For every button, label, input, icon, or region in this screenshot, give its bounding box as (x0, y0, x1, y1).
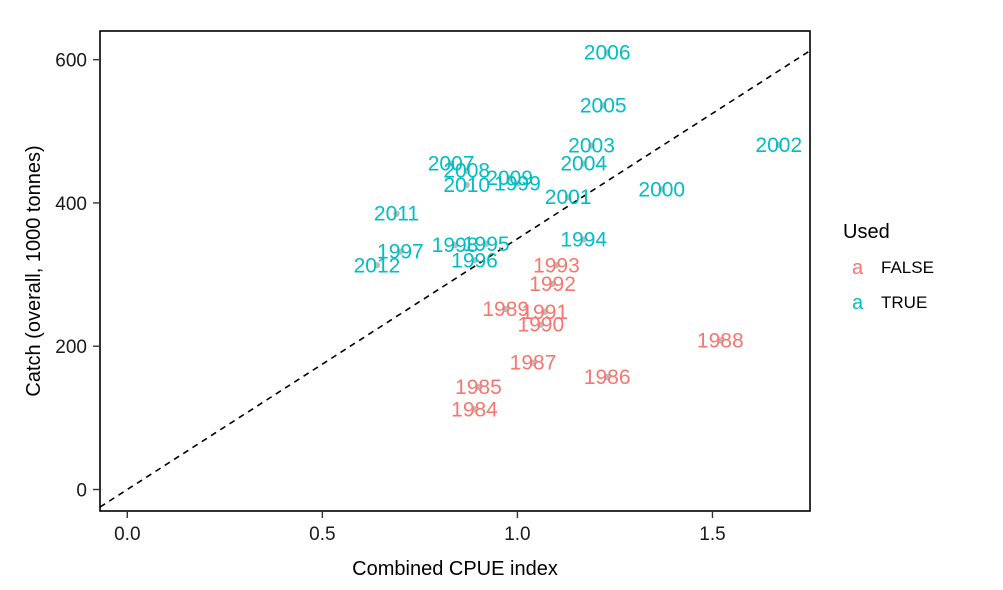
point-label: 1996 (451, 249, 498, 272)
data-point (603, 373, 611, 381)
point-label: 1998 (432, 234, 479, 257)
point-label: 2001 (545, 186, 592, 209)
point-label: 1990 (517, 314, 564, 337)
data-point (463, 167, 470, 174)
data-point (588, 142, 595, 149)
data-point (373, 262, 381, 269)
data-point (603, 49, 611, 56)
data-point (600, 102, 607, 109)
point-label: 2012 (354, 254, 401, 277)
data-point (475, 383, 482, 391)
data-point (471, 406, 478, 413)
point-label: 2004 (560, 153, 607, 176)
data-point (564, 194, 572, 201)
point-label: 1999 (494, 173, 541, 196)
data-point (541, 308, 548, 316)
legend-label: FALSE (881, 258, 934, 277)
point-label: 1986 (584, 366, 631, 389)
point-label: 1993 (533, 254, 580, 277)
data-point (483, 240, 490, 247)
data-point (471, 257, 478, 264)
point-label: 2011 (374, 203, 419, 226)
data-point (775, 141, 782, 149)
point-label: 2007 (428, 153, 475, 176)
x-tick-label: 0.5 (309, 524, 335, 545)
x-tick-label: 0.0 (114, 524, 140, 545)
point-label: 2006 (584, 41, 631, 64)
data-point (553, 262, 560, 269)
point-label: 1989 (482, 298, 529, 321)
data-point (506, 174, 513, 182)
plot-panel (99, 30, 811, 512)
data-point (447, 160, 455, 167)
data-point (463, 181, 470, 189)
point-label: 2005 (580, 95, 627, 118)
data-point (549, 280, 556, 288)
legend-title: Used (843, 221, 890, 243)
legend-label: TRUE (881, 293, 927, 312)
x-tick-label: 1.5 (699, 524, 725, 545)
point-label: 1991 (521, 301, 568, 324)
point-label: 2009 (486, 167, 533, 190)
point-label: 1984 (451, 398, 498, 421)
data-point (529, 359, 537, 366)
data-point (658, 186, 665, 193)
data-point (397, 248, 404, 255)
data-point (514, 180, 521, 187)
y-axis-title: Catch (overall, 1000 tonnes) (23, 145, 45, 396)
x-tick-label: 1.0 (504, 524, 530, 545)
point-label: 1994 (560, 228, 607, 251)
data-point (580, 236, 587, 243)
point-label: 1985 (455, 376, 502, 399)
legend-key: a (852, 292, 864, 314)
point-label: 2010 (443, 174, 490, 197)
point-label: 2003 (568, 135, 615, 158)
y-tick-label: 400 (55, 194, 87, 215)
x-axis-title: Combined CPUE index (352, 558, 558, 580)
legend-key: a (852, 257, 864, 279)
data-point (580, 160, 587, 167)
point-label: 1988 (697, 329, 744, 352)
point-label: 2000 (638, 178, 685, 201)
point-label: 1987 (510, 352, 557, 375)
point-label: 1995 (463, 233, 510, 256)
y-tick-label: 0 (76, 481, 87, 502)
reference-line (100, 50, 810, 508)
data-point (393, 210, 400, 217)
data-point (537, 321, 545, 328)
point-label: 1992 (529, 273, 576, 296)
y-tick-label: 200 (55, 337, 87, 358)
legend: Used a FALSE a TRUE (843, 221, 934, 314)
data-point (717, 337, 724, 344)
data-point (502, 305, 509, 313)
point-label: 2002 (755, 134, 802, 157)
point-label: 2008 (443, 160, 490, 183)
point-label: 1997 (377, 241, 424, 264)
data-point (451, 242, 459, 249)
y-tick-label: 600 (55, 51, 87, 72)
